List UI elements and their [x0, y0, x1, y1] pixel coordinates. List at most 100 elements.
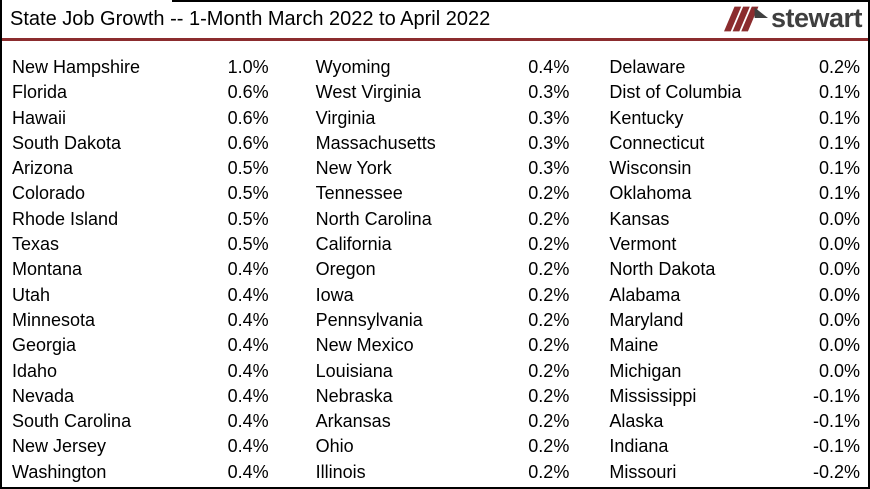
state-value: -0.2%: [812, 461, 861, 482]
table-row: Vermont 0.0%: [609, 232, 860, 257]
state-name: North Carolina: [315, 208, 432, 229]
state-name: Wyoming: [315, 57, 391, 77]
state-name: Washington: [12, 461, 107, 482]
table-row: Utah 0.4%: [12, 283, 269, 308]
state-value: 0.1%: [818, 132, 861, 153]
table-row: Georgia 0.4%: [12, 333, 269, 358]
state-value: 0.2%: [528, 335, 570, 356]
state-value: -0.1%: [812, 385, 861, 406]
state-name: Maryland: [609, 309, 684, 330]
table-row: Indiana -0.1%: [609, 434, 860, 459]
state-name: Oklahoma: [609, 183, 692, 204]
state-name: New Hampshire: [12, 57, 141, 77]
stewart-triple-slash-icon: [723, 6, 768, 32]
table-row: Colorado 0.5%: [12, 181, 269, 206]
state-value: 0.4%: [227, 436, 269, 457]
state-value: 0.1%: [818, 183, 861, 204]
table-row: Louisiana 0.2%: [316, 359, 570, 384]
state-value: 0.6%: [227, 107, 269, 128]
state-value: 0.2%: [528, 309, 570, 330]
state-value: 0.5%: [227, 158, 269, 179]
state-name: West Virginia: [315, 82, 422, 103]
state-value: 0.2%: [818, 57, 861, 77]
state-name: Illinois: [315, 461, 366, 482]
state-value: 0.2%: [528, 385, 570, 406]
state-name: Vermont: [609, 234, 677, 255]
state-name: Rhode Island: [12, 208, 119, 229]
table-column-2: Wyoming 0.4% West Virginia 0.3% Virginia 0.3%…: [316, 55, 570, 485]
state-name: Alaska: [609, 411, 664, 432]
table-row: Virginia 0.3%: [316, 106, 570, 131]
state-name: New Jersey: [12, 436, 107, 457]
header: State Job Growth -- 1-Month March 2022 t…: [2, 0, 868, 38]
state-name: Nevada: [12, 385, 75, 406]
state-value: 0.0%: [818, 309, 861, 330]
state-name: Virginia: [315, 107, 376, 128]
table-column-1: New Hampshire 1.0% Florida 0.6% Hawaii 0.6% So…: [12, 55, 269, 485]
table-row: Maine 0.0%: [609, 333, 860, 358]
table-row: Illinois 0.2%: [316, 460, 570, 485]
table-row: California 0.2%: [316, 232, 570, 257]
state-value: 0.6%: [227, 132, 269, 153]
state-name: Delaware: [609, 57, 686, 77]
state-value: 0.0%: [818, 335, 861, 356]
state-name: Nebraska: [315, 385, 393, 406]
state-name: Idaho: [12, 360, 58, 381]
table-row: Tennessee 0.2%: [316, 181, 570, 206]
table-row: North Carolina 0.2%: [316, 207, 570, 232]
table-row: Florida 0.6%: [12, 80, 269, 105]
stewart-logo: stewart: [723, 2, 864, 33]
table-row: Idaho 0.4%: [12, 359, 269, 384]
table-row: Mississippi -0.1%: [609, 384, 860, 409]
page-title: State Job Growth -- 1-Month March 2022 t…: [10, 7, 491, 30]
state-name: Iowa: [315, 284, 354, 305]
state-value: 0.4%: [227, 411, 269, 432]
table-row: Hawaii 0.6%: [12, 106, 269, 131]
state-value: 0.4%: [227, 259, 269, 280]
state-value: 0.3%: [528, 158, 570, 179]
state-name: Mississippi: [609, 385, 697, 406]
table-row: Missouri -0.2%: [609, 460, 860, 485]
state-name: Kentucky: [609, 107, 684, 128]
table-row: Oklahoma 0.1%: [609, 181, 860, 206]
state-value: 0.4%: [227, 461, 269, 482]
state-name: Texas: [12, 234, 60, 255]
table-row: New Mexico 0.2%: [316, 333, 570, 358]
state-value: 0.2%: [528, 259, 570, 280]
table-row: Michigan 0.0%: [609, 359, 860, 384]
table-row: South Dakota 0.6%: [12, 131, 269, 156]
state-value: 0.0%: [818, 234, 861, 255]
state-name: Indiana: [609, 436, 669, 457]
state-name: Montana: [12, 259, 83, 280]
state-name: Louisiana: [315, 360, 393, 381]
state-value: 0.4%: [227, 385, 269, 406]
state-value: -0.1%: [812, 411, 861, 432]
state-value: 0.2%: [528, 411, 570, 432]
table-row: Texas 0.5%: [12, 232, 269, 257]
table-row: New Jersey 0.4%: [12, 434, 269, 459]
table-row: South Carolina 0.4%: [12, 409, 269, 434]
state-value: 0.4%: [528, 57, 570, 77]
state-value: 0.3%: [528, 132, 570, 153]
state-value: 0.0%: [818, 259, 861, 280]
state-value: 0.5%: [227, 183, 269, 204]
table-row: Kansas 0.0%: [609, 207, 860, 232]
state-name: New York: [315, 158, 392, 179]
state-name: Wisconsin: [609, 158, 692, 179]
state-value: 0.5%: [227, 208, 269, 229]
table-row: Nevada 0.4%: [12, 384, 269, 409]
state-value: 0.0%: [818, 360, 861, 381]
state-name: Arizona: [12, 158, 74, 179]
state-name: Oregon: [315, 259, 376, 280]
stewart-logo-text: stewart: [770, 2, 863, 33]
state-value: 0.2%: [528, 208, 570, 229]
table-row: Minnesota 0.4%: [12, 308, 269, 333]
state-name: Florida: [12, 82, 68, 103]
state-value: 0.2%: [528, 183, 570, 204]
state-name: North Dakota: [609, 259, 716, 280]
state-name: Utah: [12, 284, 51, 305]
table-row: Rhode Island 0.5%: [12, 207, 269, 232]
title-divider: [2, 38, 868, 41]
table-row: Dist of Columbia 0.1%: [609, 80, 860, 105]
